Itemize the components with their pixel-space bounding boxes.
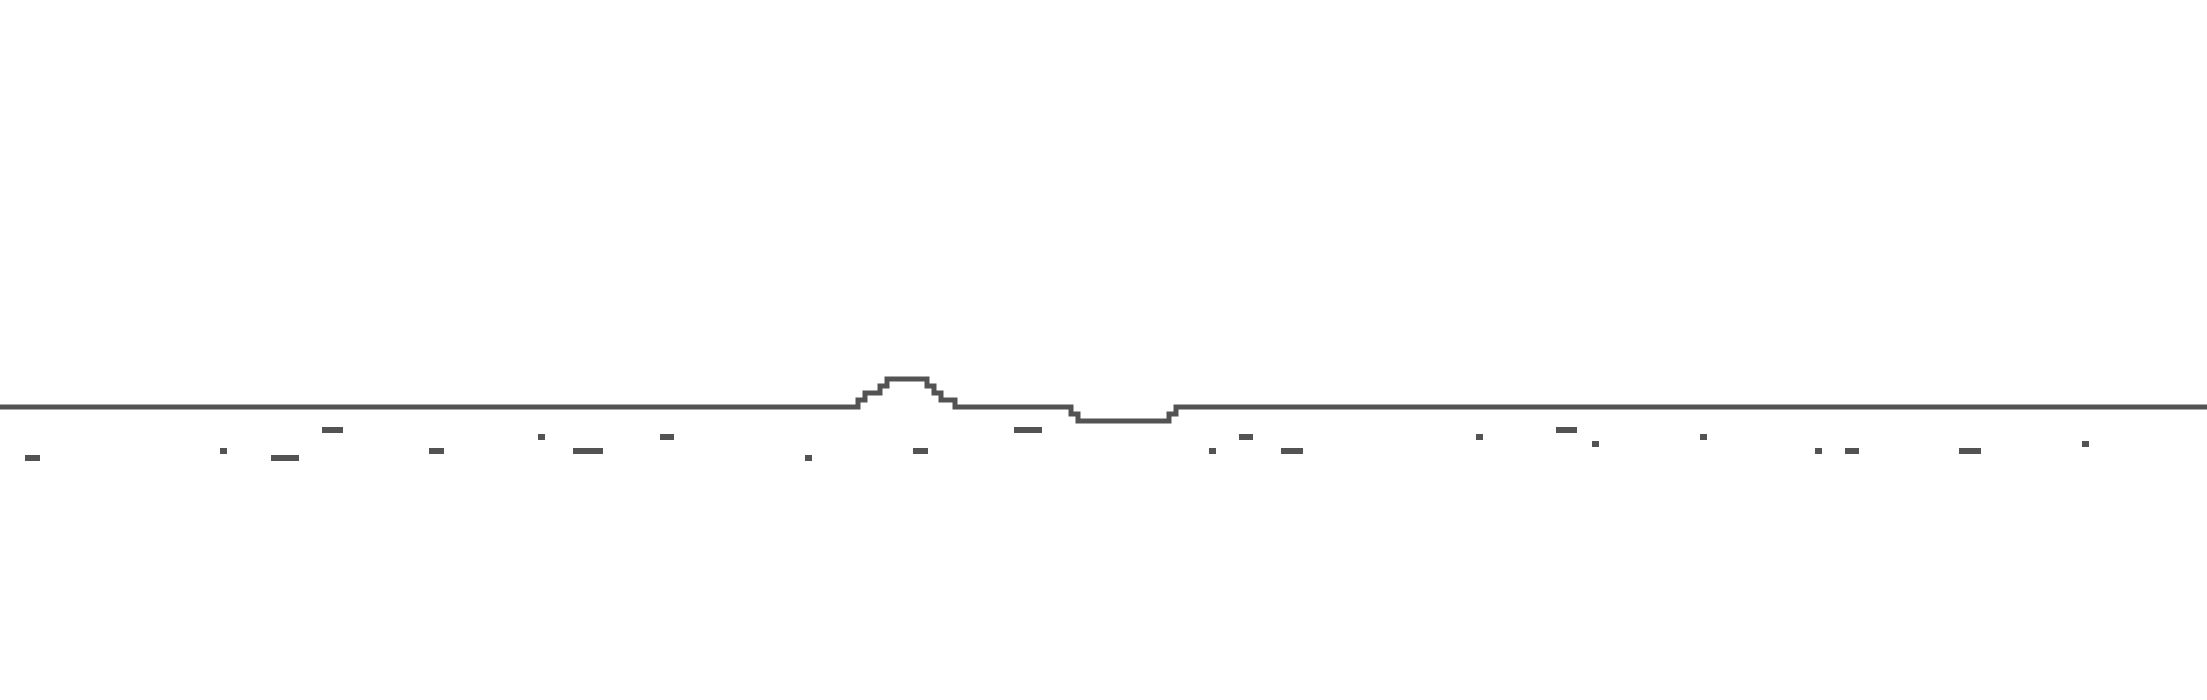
ground-pebble bbox=[1700, 434, 1707, 440]
ground-pebble bbox=[538, 434, 545, 440]
ground-pebble bbox=[1209, 448, 1216, 454]
ground-pebble bbox=[2082, 441, 2089, 447]
ground-pebble bbox=[1014, 427, 1042, 433]
ground-pebble bbox=[271, 455, 299, 461]
ground-pebble bbox=[429, 448, 444, 454]
ground-pebble bbox=[322, 427, 343, 433]
ground-pebble bbox=[220, 448, 227, 454]
ground-pebble bbox=[25, 455, 40, 461]
ground-pebble bbox=[1845, 448, 1859, 454]
ground-pebble bbox=[573, 448, 603, 454]
ground-pebble bbox=[1239, 434, 1253, 440]
ground-pebble bbox=[805, 455, 812, 461]
ground-pebble bbox=[1476, 434, 1483, 440]
ground-texture bbox=[25, 427, 2089, 461]
ground-pebble bbox=[660, 434, 674, 440]
ground-pebble bbox=[1556, 427, 1577, 433]
ground-pebble bbox=[1592, 441, 1599, 447]
horizon-line bbox=[0, 376, 2207, 424]
ground-pebble bbox=[1815, 448, 1822, 454]
ground-pebble bbox=[1959, 448, 1981, 454]
ground-pebble bbox=[1281, 448, 1303, 454]
ground-pebble bbox=[913, 448, 928, 454]
